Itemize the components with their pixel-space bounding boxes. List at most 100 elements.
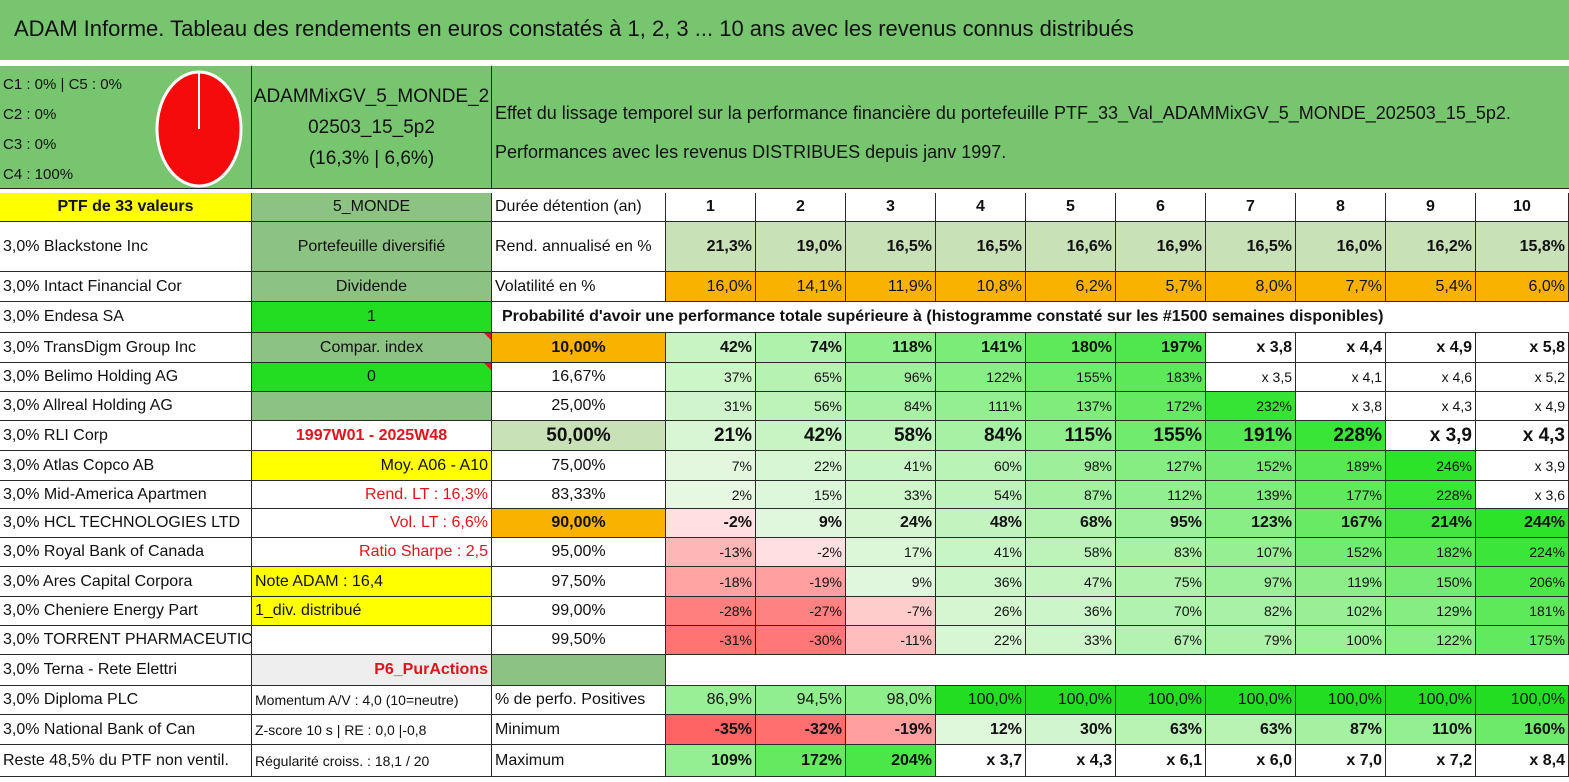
info-cell: 1 [252, 302, 492, 333]
probability-value: x 4,3 [1476, 421, 1569, 451]
probability-value: -18% [666, 567, 756, 597]
probability-value: 22% [756, 451, 846, 481]
probability-value: 175% [1476, 626, 1569, 655]
probability-value: 115% [1026, 421, 1116, 451]
vol-value: 8,0% [1206, 272, 1296, 302]
holding-row: 3,0% National Bank of Can [0, 715, 252, 745]
probability-value: 127% [1116, 451, 1206, 481]
probability-value: 84% [936, 421, 1026, 451]
probability-value: 112% [1116, 481, 1206, 509]
pos-value: 86,9% [666, 686, 756, 715]
info-cell: Note ADAM : 16,4 [252, 567, 492, 597]
probability-value: 42% [756, 421, 846, 451]
info-cell: 0 [252, 363, 492, 392]
class-line: C4 : 100% [3, 166, 74, 183]
info-cell: Régularité croiss. : 18,1 / 20 [252, 745, 492, 777]
probability-value: 197% [1116, 333, 1206, 363]
rend-value: 16,5% [1206, 222, 1296, 272]
probability-value: 98% [1026, 451, 1116, 481]
probability-value: 41% [846, 451, 936, 481]
rend-value: 15,8% [1476, 222, 1569, 272]
probability-value: 33% [846, 481, 936, 509]
pos-value: 100,0% [1386, 686, 1476, 715]
holding-row: 3,0% Atlas Copco AB [0, 451, 252, 481]
pos-value: 98,0% [846, 686, 936, 715]
probability-value: 37% [666, 363, 756, 392]
vol-value: 10,8% [936, 272, 1026, 302]
probability-value: 122% [936, 363, 1026, 392]
vol-label: Volatilité en % [492, 272, 666, 302]
probability-value: 137% [1026, 392, 1116, 421]
class-line: C3 : 0% [3, 136, 57, 153]
probability-value: 58% [846, 421, 936, 451]
max-value: x 7,2 [1386, 745, 1476, 777]
pos-value: 100,0% [1476, 686, 1569, 715]
probability-level: 99,50% [492, 626, 666, 655]
probability-level: 90,00% [492, 509, 666, 538]
probability-value: x 3,6 [1476, 481, 1569, 509]
info-cell: Compar. index [252, 333, 492, 363]
probability-value: 232% [1206, 392, 1296, 421]
effect-description: Effet du lissage temporel sur la perform… [492, 66, 1569, 189]
max-label: Maximum [492, 745, 666, 777]
probability-value: 56% [756, 392, 846, 421]
holding-row: 3,0% RLI Corp [0, 421, 252, 451]
holding-row: 3,0% Ares Capital Corpora [0, 567, 252, 597]
info-cell [252, 392, 492, 421]
holding-row: 3,0% HCL TECHNOLOGIES LTD [0, 509, 252, 538]
probability-title: Probabilité d'avoir une performance tota… [492, 302, 1569, 333]
pos-value: 94,5% [756, 686, 846, 715]
probability-value: 17% [846, 538, 936, 567]
probability-value: 177% [1296, 481, 1386, 509]
info-cell: Moy. A06 - A10 [252, 451, 492, 481]
probability-value: x 4,9 [1476, 392, 1569, 421]
probability-value: -19% [756, 567, 846, 597]
fund-name-box: ADAMMixGV_5_MONDE_2 02503_15_5p2 (16,3% … [252, 66, 492, 189]
info-cell: Vol. LT : 6,6% [252, 509, 492, 538]
max-value: x 4,3 [1026, 745, 1116, 777]
probability-value: 9% [846, 567, 936, 597]
vol-value: 7,7% [1296, 272, 1386, 302]
min-value: -19% [846, 715, 936, 745]
year-header: 10 [1476, 193, 1569, 222]
probability-value: 65% [756, 363, 846, 392]
info-cell: 5_MONDE [252, 193, 492, 222]
probability-value: 24% [846, 509, 936, 538]
rend-value: 16,9% [1116, 222, 1206, 272]
probability-level: 10,00% [492, 333, 666, 363]
probability-value: -7% [846, 597, 936, 626]
pos-value: 100,0% [936, 686, 1026, 715]
vol-value: 6,0% [1476, 272, 1569, 302]
holding-row: 3,0% Endesa SA [0, 302, 252, 333]
probability-value: 228% [1386, 481, 1476, 509]
probability-value: 82% [1206, 597, 1296, 626]
probability-value: x 5,2 [1476, 363, 1569, 392]
probability-value: 181% [1476, 597, 1569, 626]
year-header: 7 [1206, 193, 1296, 222]
probability-value: x 4,4 [1296, 333, 1386, 363]
max-value: x 6,1 [1116, 745, 1206, 777]
probability-value: 70% [1116, 597, 1206, 626]
probability-value: x 4,6 [1386, 363, 1476, 392]
probability-value: 119% [1296, 567, 1386, 597]
probability-value: x 4,3 [1386, 392, 1476, 421]
probability-level: 16,67% [492, 363, 666, 392]
max-value: 109% [666, 745, 756, 777]
vol-value: 16,0% [666, 272, 756, 302]
probability-value: 2% [666, 481, 756, 509]
min-value: 12% [936, 715, 1026, 745]
max-value: x 6,0 [1206, 745, 1296, 777]
probability-value: 246% [1386, 451, 1476, 481]
probability-value: 123% [1206, 509, 1296, 538]
probability-value: 167% [1296, 509, 1386, 538]
probability-value: 36% [1026, 597, 1116, 626]
probability-level: 97,50% [492, 567, 666, 597]
probability-value: x 4,9 [1386, 333, 1476, 363]
probability-value: 118% [846, 333, 936, 363]
min-value: 110% [1386, 715, 1476, 745]
fund-perf-summary: (16,3% | 6,6%) [308, 148, 435, 169]
probability-value: -2% [756, 538, 846, 567]
info-cell: Portefeuille diversifié [252, 222, 492, 272]
probability-value: 21% [666, 421, 756, 451]
probability-value: -11% [846, 626, 936, 655]
